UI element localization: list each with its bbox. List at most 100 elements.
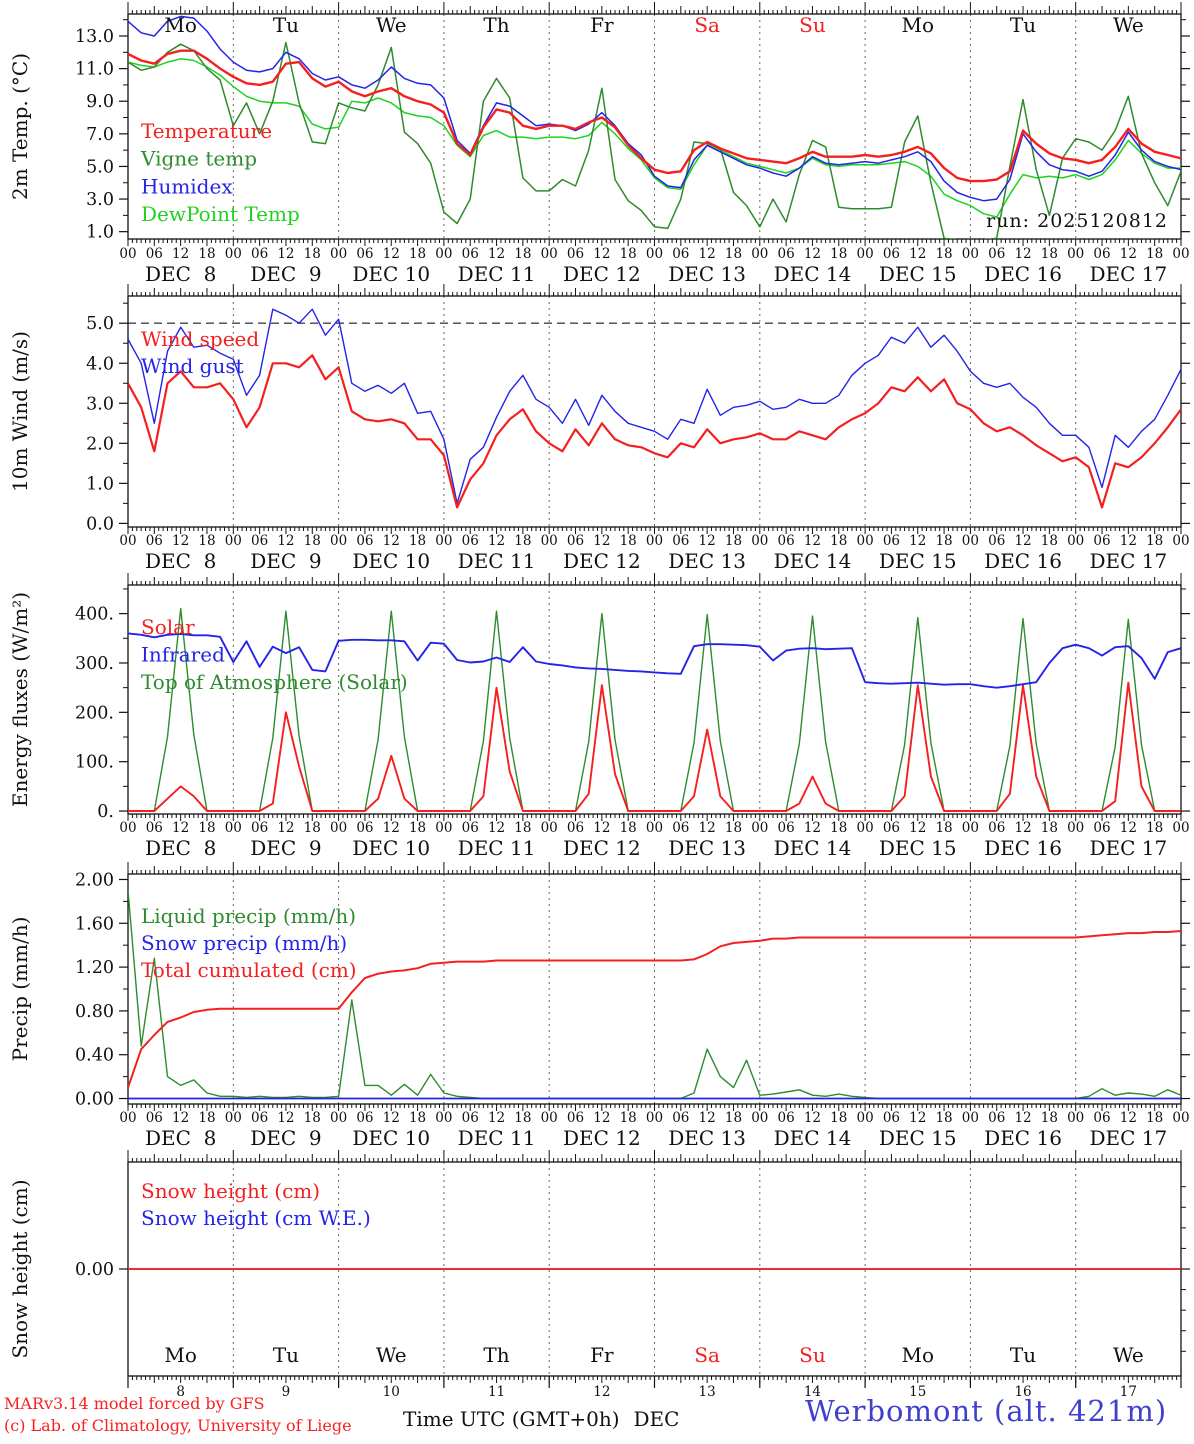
hour-label: 12 (699, 246, 716, 262)
y-tick-label: 5.0 (86, 314, 114, 334)
y-tick-label: 100. (75, 753, 114, 773)
series-solar-line (128, 681, 1181, 812)
hour-label: 18 (514, 533, 531, 549)
hour-label: 06 (778, 820, 795, 836)
hour-label: 12 (277, 533, 294, 549)
legend-precip-0: Liquid precip (mm/h) (141, 904, 356, 928)
date-label: DEC 16 (984, 1126, 1062, 1150)
station-name-label: Werbomont (alt. 421m) (805, 1394, 1168, 1428)
hour-label: 18 (198, 533, 215, 549)
hour-label: 18 (830, 246, 847, 262)
hour-label: 12 (804, 246, 821, 262)
hour-label: 06 (356, 1110, 373, 1126)
legend-flux-0: Solar (141, 615, 195, 639)
hour-label: 00 (751, 246, 768, 262)
hour-label: 12 (909, 1110, 926, 1126)
hour-label: 18 (409, 533, 426, 549)
hour-label: 12 (383, 820, 400, 836)
hour-label: 18 (514, 820, 531, 836)
hour-label: 12 (593, 246, 610, 262)
hour-label: 00 (330, 820, 347, 836)
hour-label: 12 (1120, 246, 1137, 262)
date-label: DEC 15 (879, 1126, 957, 1150)
hour-label: 12 (277, 246, 294, 262)
hour-label: 06 (146, 533, 163, 549)
y-tick-label: 2.0 (86, 434, 114, 454)
hour-label: 18 (830, 533, 847, 549)
date-label: DEC 9 (250, 836, 321, 860)
y-tick-label: 0.40 (75, 1046, 114, 1066)
hour-label: 00 (1172, 1110, 1189, 1126)
hour-label: 06 (567, 1110, 584, 1126)
hour-label: 12 (1120, 1110, 1137, 1126)
hour-label: 00 (646, 246, 663, 262)
date-label: DEC 14 (774, 1126, 852, 1150)
hour-label: 12 (1014, 1110, 1031, 1126)
date-label: DEC 8 (145, 262, 216, 286)
date-label: DEC 8 (145, 836, 216, 860)
hour-label: 06 (462, 533, 479, 549)
hour-label: 18 (620, 1110, 637, 1126)
hour-label: 12 (172, 246, 189, 262)
day-name-bottom: Fr (590, 1343, 614, 1367)
hour-label: 06 (356, 820, 373, 836)
y-tick-label: 1.0 (86, 223, 114, 243)
hour-label: 18 (725, 246, 742, 262)
day-number: 14 (804, 1384, 821, 1400)
day-name-top: Th (483, 13, 509, 37)
legend-snow-0: Snow height (cm) (141, 1179, 320, 1203)
legend-temp-3: DewPoint Temp (141, 202, 300, 226)
day-name-bottom: Mo (901, 1343, 934, 1367)
hour-label: 12 (277, 1110, 294, 1126)
legend-temp-2: Humidex (141, 174, 233, 198)
hour-label: 00 (225, 820, 242, 836)
day-number: 10 (383, 1384, 400, 1400)
hour-label: 06 (146, 246, 163, 262)
hour-label: 06 (883, 1110, 900, 1126)
hour-label: 18 (620, 820, 637, 836)
y-axis-title-precip: Precip (mm/h) (8, 917, 32, 1062)
day-name-bottom: Su (799, 1343, 826, 1367)
hour-label: 06 (356, 246, 373, 262)
hour-label: 00 (751, 1110, 768, 1126)
hour-label: 00 (646, 533, 663, 549)
hour-label: 18 (935, 246, 952, 262)
y-tick-label: 0.00 (75, 1260, 114, 1280)
hour-label: 06 (356, 533, 373, 549)
hour-label: 06 (251, 820, 268, 836)
hour-label: 00 (330, 533, 347, 549)
hour-label: 06 (462, 1110, 479, 1126)
day-number: 8 (176, 1384, 185, 1400)
hour-label: 00 (857, 533, 874, 549)
hour-label: 00 (435, 820, 452, 836)
date-label: DEC 9 (250, 262, 321, 286)
hour-label: 12 (488, 533, 505, 549)
hour-label: 12 (804, 820, 821, 836)
hour-label: 18 (304, 533, 321, 549)
hour-label: 00 (1172, 533, 1189, 549)
y-tick-label: 300. (75, 654, 114, 674)
hour-label: 18 (409, 820, 426, 836)
hour-label: 18 (1041, 820, 1058, 836)
y-tick-label: 0.80 (75, 1002, 114, 1022)
hour-label: 06 (462, 246, 479, 262)
hour-label: 12 (593, 820, 610, 836)
date-label: DEC 15 (879, 262, 957, 286)
hour-label: 18 (1041, 1110, 1058, 1126)
hour-label: 00 (1172, 820, 1189, 836)
hour-label: 00 (225, 533, 242, 549)
y-tick-label: 1.20 (75, 958, 114, 978)
hour-label: 00 (962, 246, 979, 262)
hour-label: 06 (672, 533, 689, 549)
hour-label: 18 (1146, 1110, 1163, 1126)
hour-label: 00 (330, 246, 347, 262)
day-name-top: Mo (164, 13, 197, 37)
date-label: DEC 13 (668, 262, 746, 286)
hour-label: 00 (1067, 820, 1084, 836)
hour-label: 06 (146, 820, 163, 836)
run-timestamp-label: run: 2025120812 (986, 210, 1168, 232)
hour-label: 00 (225, 246, 242, 262)
hour-label: 00 (857, 1110, 874, 1126)
date-label: DEC 15 (879, 836, 957, 860)
